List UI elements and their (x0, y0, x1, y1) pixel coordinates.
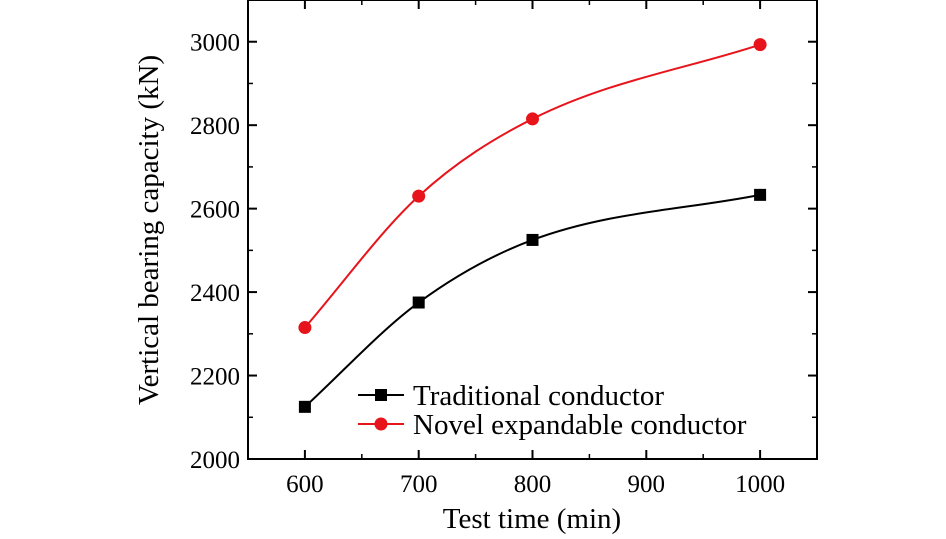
x-tick-label: 1000 (735, 471, 785, 498)
legend-swatch-marker (375, 389, 387, 401)
data-point (754, 188, 767, 201)
series-line (304, 43, 761, 329)
y-tick-label: 2600 (190, 197, 240, 224)
series-line (304, 193, 761, 408)
y-tick-label: 2400 (190, 280, 240, 307)
y-tick-label: 2800 (190, 113, 240, 140)
y-tick-label: 2000 (190, 447, 240, 474)
series-1 (298, 188, 767, 413)
data-point (526, 112, 539, 126)
data-point (298, 400, 311, 413)
x-tick-label: 700 (400, 471, 438, 498)
x-axis-title: Test time (min) (443, 503, 621, 535)
y-tick-label: 2200 (190, 364, 240, 391)
data-point (298, 321, 312, 335)
y-tick-label: 3000 (190, 30, 240, 57)
legend-label: Traditional conductor (413, 380, 664, 412)
data-point (412, 189, 426, 203)
data-point (412, 296, 425, 309)
y-axis-title: Vertical bearing capacity (kN) (133, 55, 165, 405)
series-2 (298, 38, 767, 335)
data-point (526, 233, 539, 246)
legend-swatch-marker (374, 417, 388, 431)
x-tick-label: 800 (514, 471, 552, 498)
legend-entry: Traditional conductor (358, 380, 664, 412)
data-point (753, 38, 767, 52)
series-layer (298, 38, 767, 413)
y-axis: 2000 2200 2400 2600 2800 3000 (190, 30, 817, 474)
legend-entry: Novel expandable conductor (358, 409, 747, 441)
x-axis: 600 700 800 900 1000 (286, 0, 785, 498)
x-tick-label: 900 (628, 471, 666, 498)
x-tick-label: 600 (286, 471, 324, 498)
legend-label: Novel expandable conductor (413, 409, 747, 441)
